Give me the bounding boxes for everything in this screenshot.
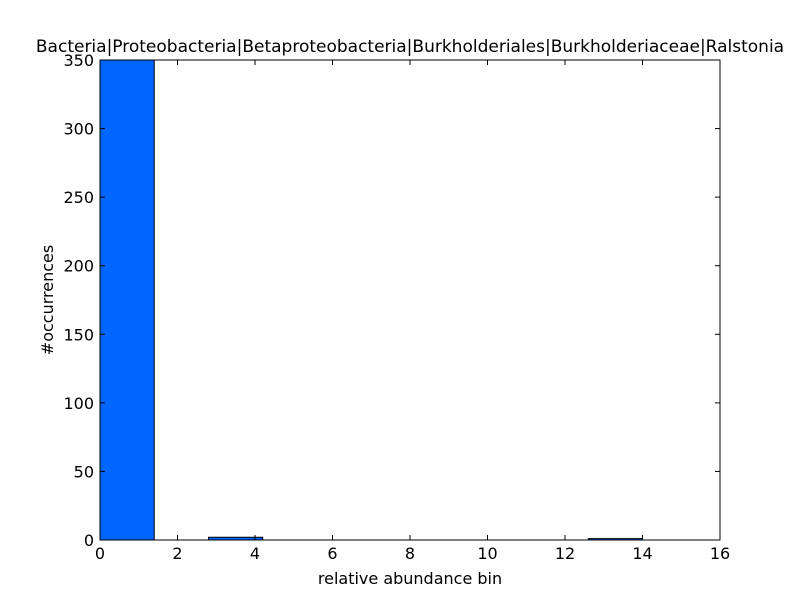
plot-frame: [99, 59, 721, 541]
y-tick-label: 250: [63, 188, 94, 207]
x-axis-label: relative abundance bin: [318, 569, 502, 588]
x-tick-label: 8: [405, 544, 415, 563]
bars-group: [100, 60, 643, 540]
x-tick-label: 10: [477, 544, 497, 563]
y-tick-label: 300: [63, 120, 94, 139]
y-tick-label: 0: [84, 531, 94, 550]
y-tick-label: 350: [63, 51, 94, 70]
y-axis-label: #occurrences: [38, 245, 57, 355]
bar-0: [100, 60, 155, 540]
x-tick-label: 2: [172, 544, 182, 563]
x-tick-label: 14: [632, 544, 652, 563]
y-axis-ticks: 0 50 100 150 200 250 300 350: [63, 51, 720, 550]
x-axis-ticks: 0 2 4 6 8 10 12 14 16: [95, 60, 730, 563]
x-tick-label: 4: [250, 544, 260, 563]
x-tick-label: 12: [555, 544, 575, 563]
y-tick-label: 100: [63, 394, 94, 413]
y-tick-label: 150: [63, 325, 94, 344]
x-tick-label: 16: [710, 544, 730, 563]
y-tick-label: 50: [74, 462, 94, 481]
y-tick-label: 200: [63, 257, 94, 276]
x-tick-label: 6: [327, 544, 337, 563]
chart-title: Bacteria|Proteobacteria|Betaproteobacter…: [36, 37, 784, 57]
x-tick-label: 0: [95, 544, 105, 563]
